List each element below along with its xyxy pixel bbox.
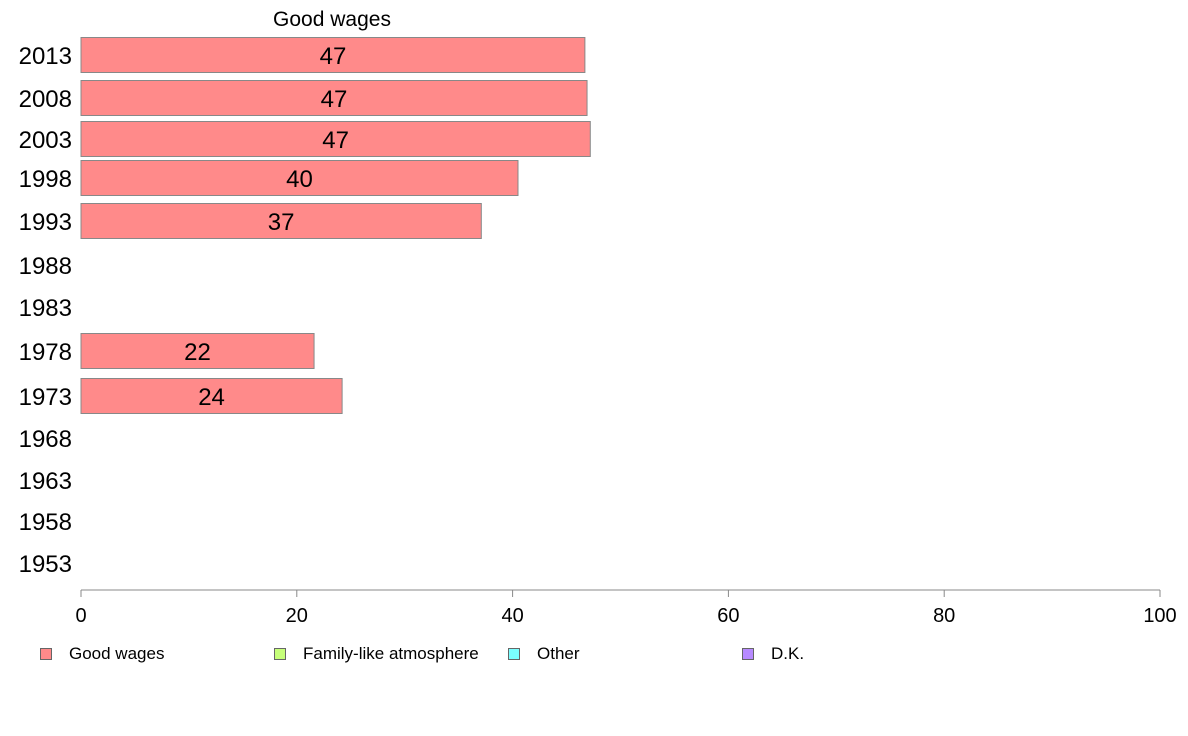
- legend-label-family-like-atmosphere: Family-like atmosphere: [303, 644, 479, 663]
- legend-label-good-wages: Good wages: [69, 644, 165, 663]
- y-tick-label-2008: 2008: [19, 86, 72, 113]
- bar-1978: [80, 333, 315, 369]
- x-tick-label-0: 0: [75, 605, 86, 627]
- bars-layer: [80, 37, 591, 414]
- y-tick-label-2003: 2003: [19, 127, 72, 154]
- data-label-1978: 22: [184, 339, 211, 366]
- x-tick-label-40: 40: [501, 605, 523, 627]
- legend: Good wages Family-like atmosphere Other …: [0, 642, 1188, 666]
- legend-swatch-dk: [742, 648, 754, 660]
- x-tick-label-100: 100: [1143, 605, 1176, 627]
- data-label-1993: 37: [268, 209, 295, 236]
- data-label-1973: 24: [198, 384, 225, 411]
- y-tick-label-1958: 1958: [19, 509, 72, 536]
- data-label-2008: 47: [321, 86, 348, 113]
- y-tick-label-1973: 1973: [19, 384, 72, 411]
- data-label-1998: 40: [286, 166, 313, 193]
- x-tick-label-80: 80: [933, 605, 955, 627]
- y-tick-label-1968: 1968: [19, 426, 72, 453]
- y-tick-label-1988: 1988: [19, 253, 72, 280]
- legend-swatch-good-wages: [40, 648, 52, 660]
- y-tick-label-1998: 1998: [19, 166, 72, 193]
- bar-2003: [80, 121, 591, 157]
- y-tick-label-1993: 1993: [19, 209, 72, 236]
- y-tick-label-2013: 2013: [19, 43, 72, 70]
- legend-item-other: Other: [508, 642, 580, 666]
- bar-1973: [80, 378, 343, 414]
- x-tick-label-20: 20: [286, 605, 308, 627]
- chart-title: Good wages: [273, 8, 391, 31]
- y-tick-label-1983: 1983: [19, 295, 72, 322]
- bar-chart: Good wages 2013 2008 2003 1998 1993 1988 1983 1…: [19, 8, 1177, 627]
- legend-swatch-family-like-atmosphere: [274, 648, 286, 660]
- data-label-2003: 47: [322, 127, 349, 154]
- y-tick-label-1953: 1953: [19, 551, 72, 578]
- bar-2013: [80, 37, 586, 73]
- x-tick-label-60: 60: [717, 605, 739, 627]
- legend-label-other: Other: [537, 644, 580, 663]
- data-labels-layer: 47 47 47 40 37 22 24: [184, 43, 349, 411]
- x-axis: 0 20 40 60 80 100: [75, 589, 1177, 627]
- bar-2008: [80, 80, 588, 116]
- legend-label-dk: D.K.: [771, 644, 805, 663]
- legend-item-dk: D.K.: [742, 642, 804, 666]
- legend-swatch-other: [508, 648, 520, 660]
- data-label-2013: 47: [320, 43, 347, 70]
- y-tick-label-1978: 1978: [19, 339, 72, 366]
- y-tick-label-1963: 1963: [19, 468, 72, 495]
- bar-1993: [80, 203, 482, 239]
- y-axis-tick-labels: 2013 2008 2003 1998 1993 1988 1983 1978 1973 1968…: [19, 43, 72, 578]
- bar-1998: [80, 160, 519, 196]
- legend-item-good-wages: Good wages: [40, 642, 164, 666]
- legend-item-family-like-atmosphere: Family-like atmosphere: [274, 642, 479, 666]
